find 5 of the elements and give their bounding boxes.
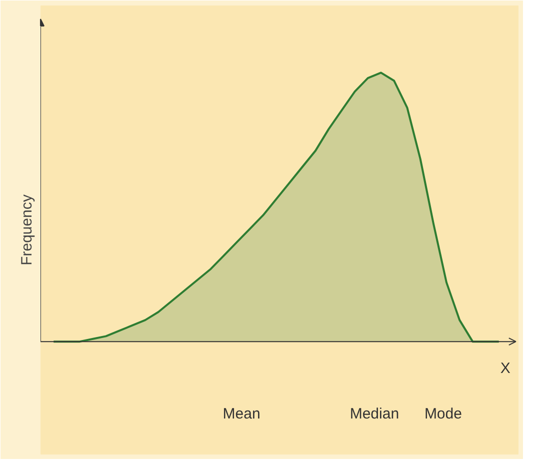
y-axis-title: Frequency	[18, 194, 36, 266]
x-axis-title: X	[500, 360, 510, 377]
text: Mean	[222, 406, 260, 423]
text: Mode	[424, 406, 462, 423]
text: Median	[350, 406, 400, 423]
